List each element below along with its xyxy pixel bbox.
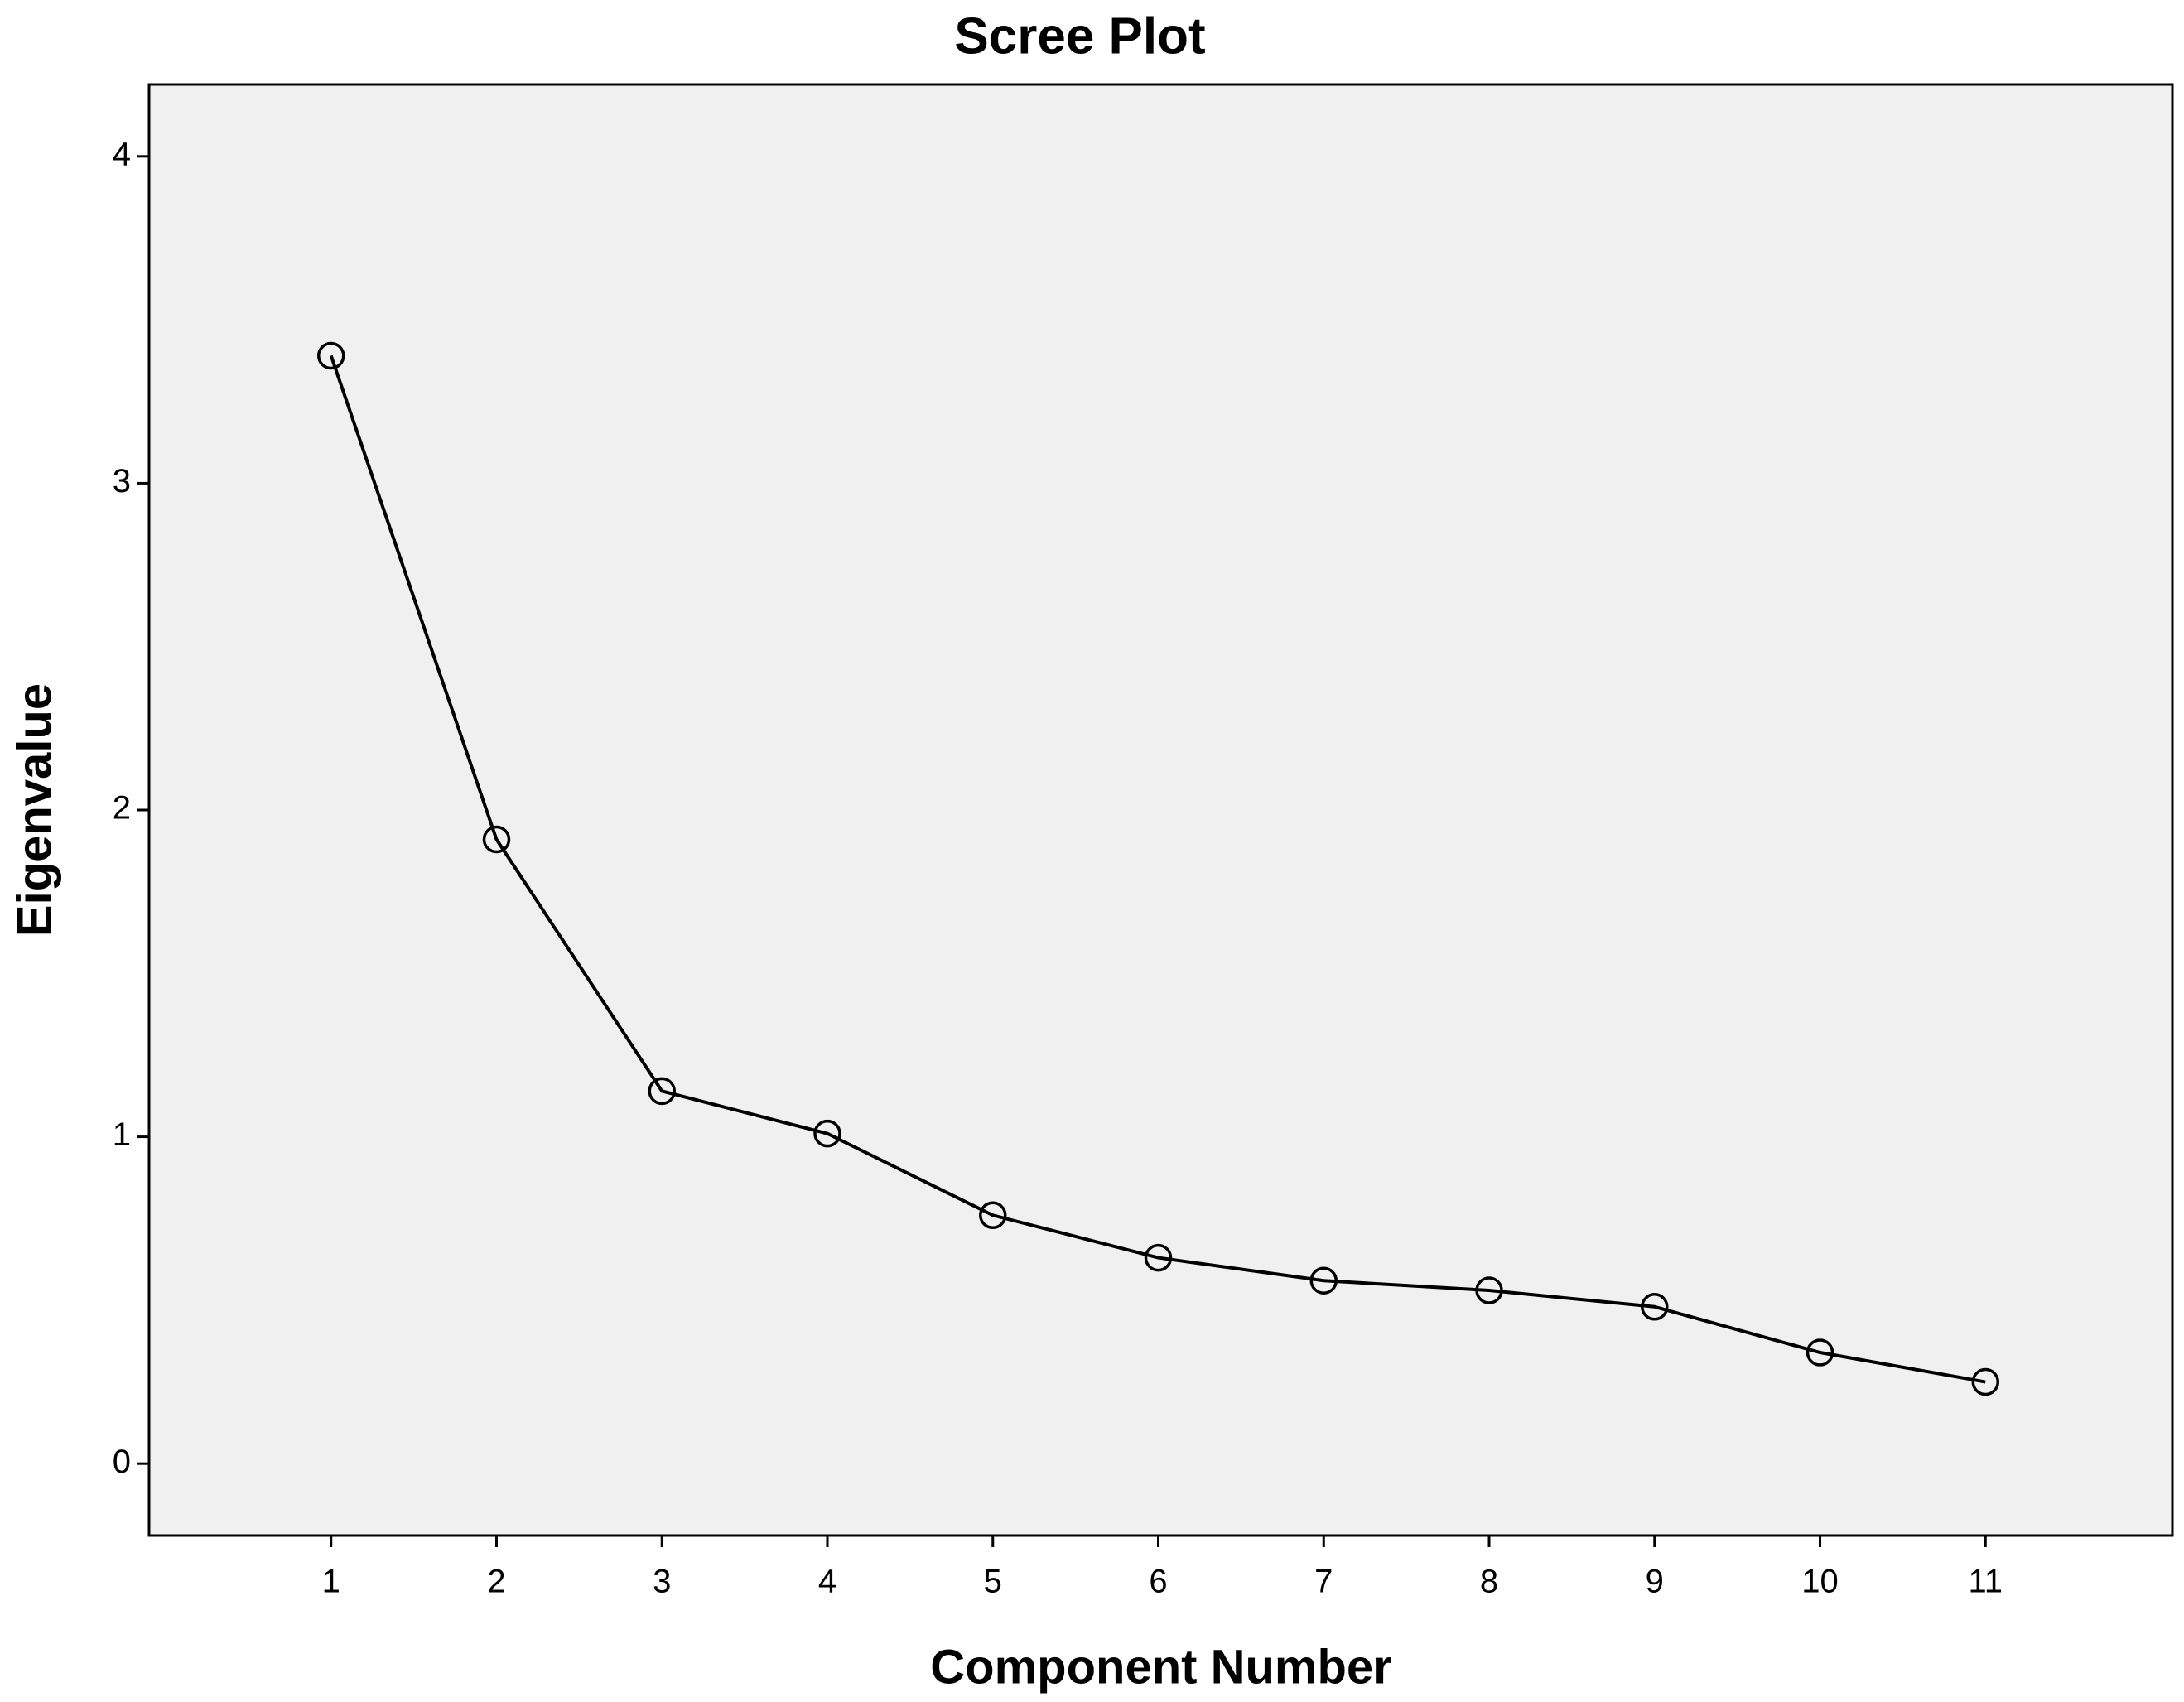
x-tick-label: 9 [1646,1564,1664,1600]
x-tick-label: 10 [1801,1564,1839,1600]
y-tick-label: 2 [113,790,131,827]
x-tick-label: 7 [1314,1564,1333,1600]
point-marker [1806,1338,1834,1367]
y-tick-label: 1 [113,1116,131,1153]
point-marker [1144,1243,1173,1272]
point-marker [1641,1293,1669,1321]
point-marker [1475,1276,1503,1304]
x-tick-label: 1 [322,1564,340,1600]
x-axis-label: Component Number [930,1640,1391,1694]
x-tick-label: 4 [818,1564,836,1600]
y-tick-label: 3 [113,463,131,499]
point-marker [482,825,511,854]
y-tick-label: 4 [113,136,131,172]
point-marker [978,1201,1007,1230]
x-tick-label: 2 [487,1564,505,1600]
point-marker [813,1119,841,1148]
chart-title: Scree Plot [954,7,1205,65]
point-marker [648,1077,676,1106]
point-marker [316,341,345,370]
y-axis-label: Eigenvalue [7,683,61,937]
series-line [329,354,1986,1384]
y-tick-label: 0 [113,1444,131,1480]
point-marker [1971,1367,2000,1396]
x-tick-label: 11 [1969,1564,2003,1600]
x-tick-label: 8 [1480,1564,1498,1600]
x-tick-label: 6 [1149,1564,1167,1600]
plot-area [147,83,2174,1537]
x-tick-label: 5 [984,1564,1002,1600]
point-marker [1309,1266,1338,1295]
x-tick-label: 3 [653,1564,671,1600]
